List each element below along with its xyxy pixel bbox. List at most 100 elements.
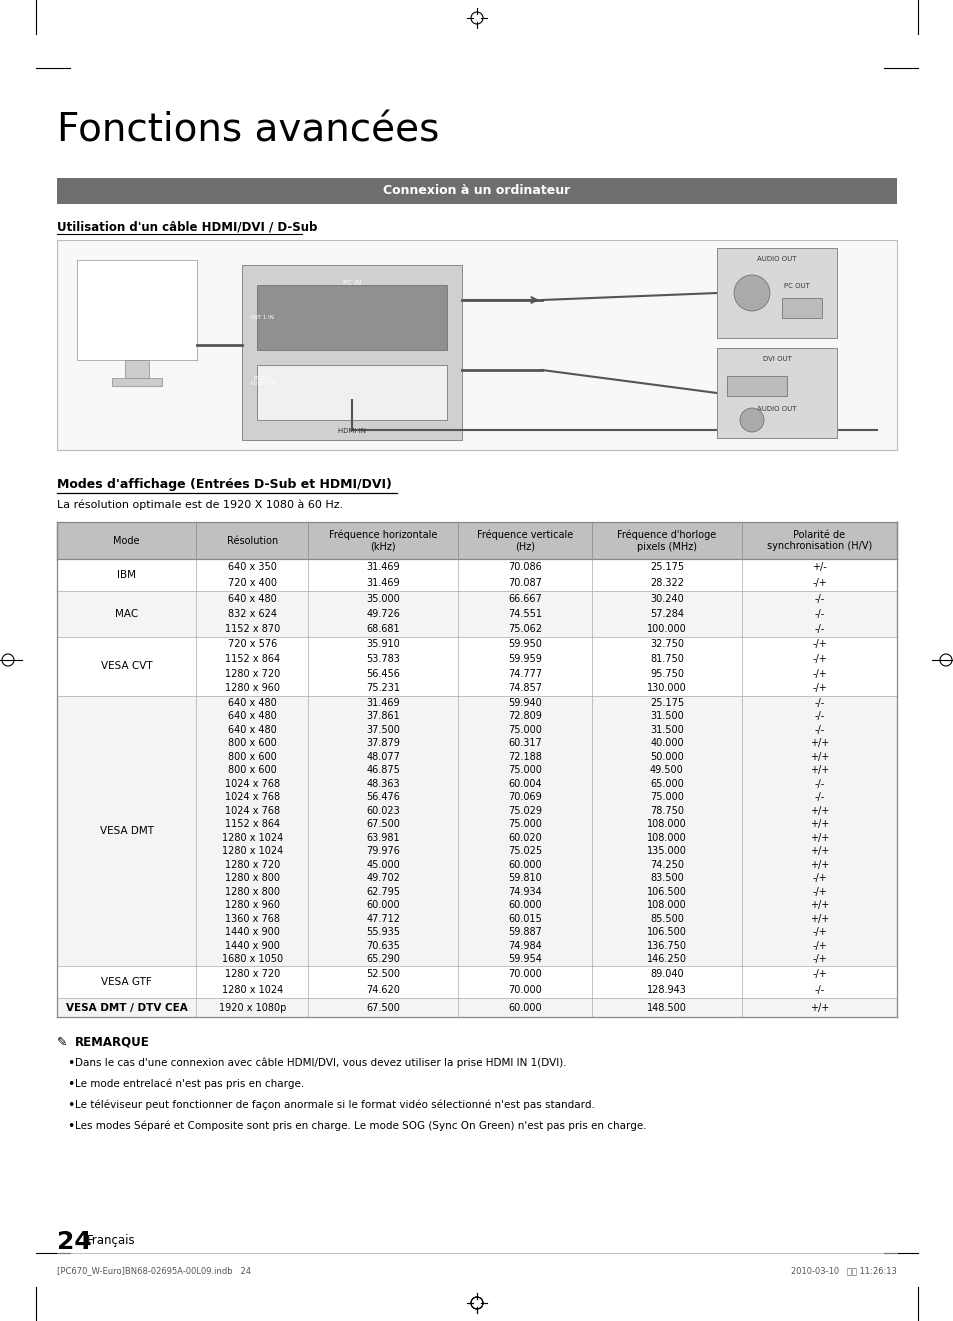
Text: 85.500: 85.500 [649, 914, 683, 923]
Text: 60.020: 60.020 [508, 832, 541, 843]
Bar [726, 376, 786, 396]
Bar [242, 266, 461, 440]
Text: 70.086: 70.086 [508, 563, 541, 572]
Text: 35.000: 35.000 [366, 594, 400, 604]
Circle shape [733, 275, 769, 310]
Text: 75.000: 75.000 [649, 793, 683, 802]
Text: 146.250: 146.250 [646, 954, 686, 964]
Text: 72.809: 72.809 [508, 711, 541, 721]
Text: 128.943: 128.943 [646, 985, 686, 995]
Text: +/+: +/+ [809, 1003, 828, 1013]
Text: 1152 x 864: 1152 x 864 [225, 819, 279, 830]
Text: +/+: +/+ [809, 832, 828, 843]
Text: 70.000: 70.000 [508, 968, 541, 979]
Text: 1280 x 720: 1280 x 720 [224, 668, 279, 679]
Text: 52.500: 52.500 [366, 968, 400, 979]
Text: 60.004: 60.004 [508, 778, 541, 789]
Text: 1280 x 720: 1280 x 720 [224, 860, 279, 869]
Text: Le téléviseur peut fonctionner de façon anormale si le format vidéo sélectionné : Le téléviseur peut fonctionner de façon … [75, 1099, 595, 1110]
Text: Modes d'affichage (Entrées D-Sub et HDMI/DVI): Modes d'affichage (Entrées D-Sub et HDMI… [57, 478, 392, 491]
Text: 81.750: 81.750 [649, 654, 683, 664]
Text: 68.681: 68.681 [366, 625, 399, 634]
Text: 35.910: 35.910 [366, 639, 400, 650]
Text: [PC670_W-Euro]BN68-02695A-00L09.indb   24: [PC670_W-Euro]BN68-02695A-00L09.indb 24 [57, 1266, 251, 1275]
Text: HDMI IN: HDMI IN [337, 428, 366, 435]
Text: Fréquence verticale
(Hz): Fréquence verticale (Hz) [476, 530, 573, 552]
Text: DVI OUT: DVI OUT [761, 355, 791, 362]
Text: VESA GTF: VESA GTF [101, 978, 152, 987]
Text: PC/DVI
AUDIO IN: PC/DVI AUDIO IN [250, 375, 275, 386]
Text: 24: 24 [57, 1230, 91, 1254]
Text: •: • [67, 1057, 74, 1070]
Text: 1440 x 900: 1440 x 900 [225, 941, 279, 951]
Bar [57, 592, 896, 637]
Text: 63.981: 63.981 [366, 832, 399, 843]
Text: 59.940: 59.940 [508, 697, 541, 708]
Text: +/+: +/+ [809, 765, 828, 775]
Bar [57, 240, 896, 450]
Text: -/-: -/- [814, 711, 823, 721]
Bar [256, 285, 447, 350]
Text: +/+: +/+ [809, 819, 828, 830]
Text: 1360 x 768: 1360 x 768 [225, 914, 279, 923]
Text: 50.000: 50.000 [649, 752, 683, 761]
Text: 800 x 600: 800 x 600 [228, 752, 276, 761]
Text: 640 x 350: 640 x 350 [228, 563, 276, 572]
Text: 100.000: 100.000 [646, 625, 686, 634]
Text: 70.635: 70.635 [366, 941, 400, 951]
Text: 136.750: 136.750 [646, 941, 686, 951]
Text: -/+: -/+ [811, 968, 826, 979]
Bar [125, 361, 149, 380]
Text: 31.469: 31.469 [366, 563, 399, 572]
Text: 83.500: 83.500 [649, 873, 683, 882]
Text: 65.000: 65.000 [649, 778, 683, 789]
Text: -/-: -/- [814, 594, 823, 604]
Text: 106.500: 106.500 [646, 886, 686, 897]
Text: 67.500: 67.500 [366, 1003, 400, 1013]
Text: 74.777: 74.777 [508, 668, 541, 679]
Text: 74.934: 74.934 [508, 886, 541, 897]
Text: PC IN: PC IN [342, 280, 361, 287]
Text: -/+: -/+ [811, 579, 826, 588]
Text: 1280 x 800: 1280 x 800 [225, 873, 279, 882]
Text: 1920 x 1080p: 1920 x 1080p [218, 1003, 286, 1013]
Text: -/-: -/- [814, 724, 823, 734]
Text: •: • [67, 1120, 74, 1133]
Text: 75.000: 75.000 [508, 724, 541, 734]
Bar [77, 260, 196, 361]
Text: VESA DMT / DTV CEA: VESA DMT / DTV CEA [66, 1003, 187, 1013]
Bar [57, 637, 896, 696]
Text: 56.476: 56.476 [366, 793, 400, 802]
Text: -/+: -/+ [811, 668, 826, 679]
Text: Fréquence d'horloge
pixels (MHz): Fréquence d'horloge pixels (MHz) [617, 530, 716, 552]
Bar [717, 347, 836, 439]
Text: 59.950: 59.950 [508, 639, 541, 650]
Text: -/+: -/+ [811, 954, 826, 964]
Text: 108.000: 108.000 [646, 819, 686, 830]
Bar [77, 260, 196, 361]
Text: 70.069: 70.069 [508, 793, 541, 802]
Text: 59.810: 59.810 [508, 873, 541, 882]
Text: Dans le cas d'une connexion avec câble HDMI/DVI, vous devez utiliser la prise HD: Dans le cas d'une connexion avec câble H… [75, 1057, 566, 1067]
Bar [57, 696, 896, 966]
Text: Polarité de
synchronisation (H/V): Polarité de synchronisation (H/V) [766, 530, 871, 551]
Text: Le mode entrelacé n'est pas pris en charge.: Le mode entrelacé n'est pas pris en char… [75, 1078, 304, 1089]
Text: 1024 x 768: 1024 x 768 [225, 793, 279, 802]
Text: 640 x 480: 640 x 480 [228, 594, 276, 604]
Text: 67.500: 67.500 [366, 819, 400, 830]
Text: -/+: -/+ [811, 683, 826, 694]
Text: VESA DMT: VESA DMT [99, 826, 153, 836]
Bar [256, 365, 447, 420]
Text: 70.087: 70.087 [508, 579, 541, 588]
Text: -/-: -/- [814, 793, 823, 802]
Text: 65.290: 65.290 [366, 954, 400, 964]
Text: 32.750: 32.750 [649, 639, 683, 650]
Text: 25.175: 25.175 [649, 697, 683, 708]
Text: -/+: -/+ [811, 873, 826, 882]
Text: La résolution optimale est de 1920 X 1080 à 60 Hz.: La résolution optimale est de 1920 X 108… [57, 501, 343, 510]
Text: 1280 x 1024: 1280 x 1024 [221, 985, 283, 995]
Text: 49.500: 49.500 [649, 765, 683, 775]
Text: -/-: -/- [814, 625, 823, 634]
Text: -/+: -/+ [811, 941, 826, 951]
Text: +/+: +/+ [809, 806, 828, 815]
